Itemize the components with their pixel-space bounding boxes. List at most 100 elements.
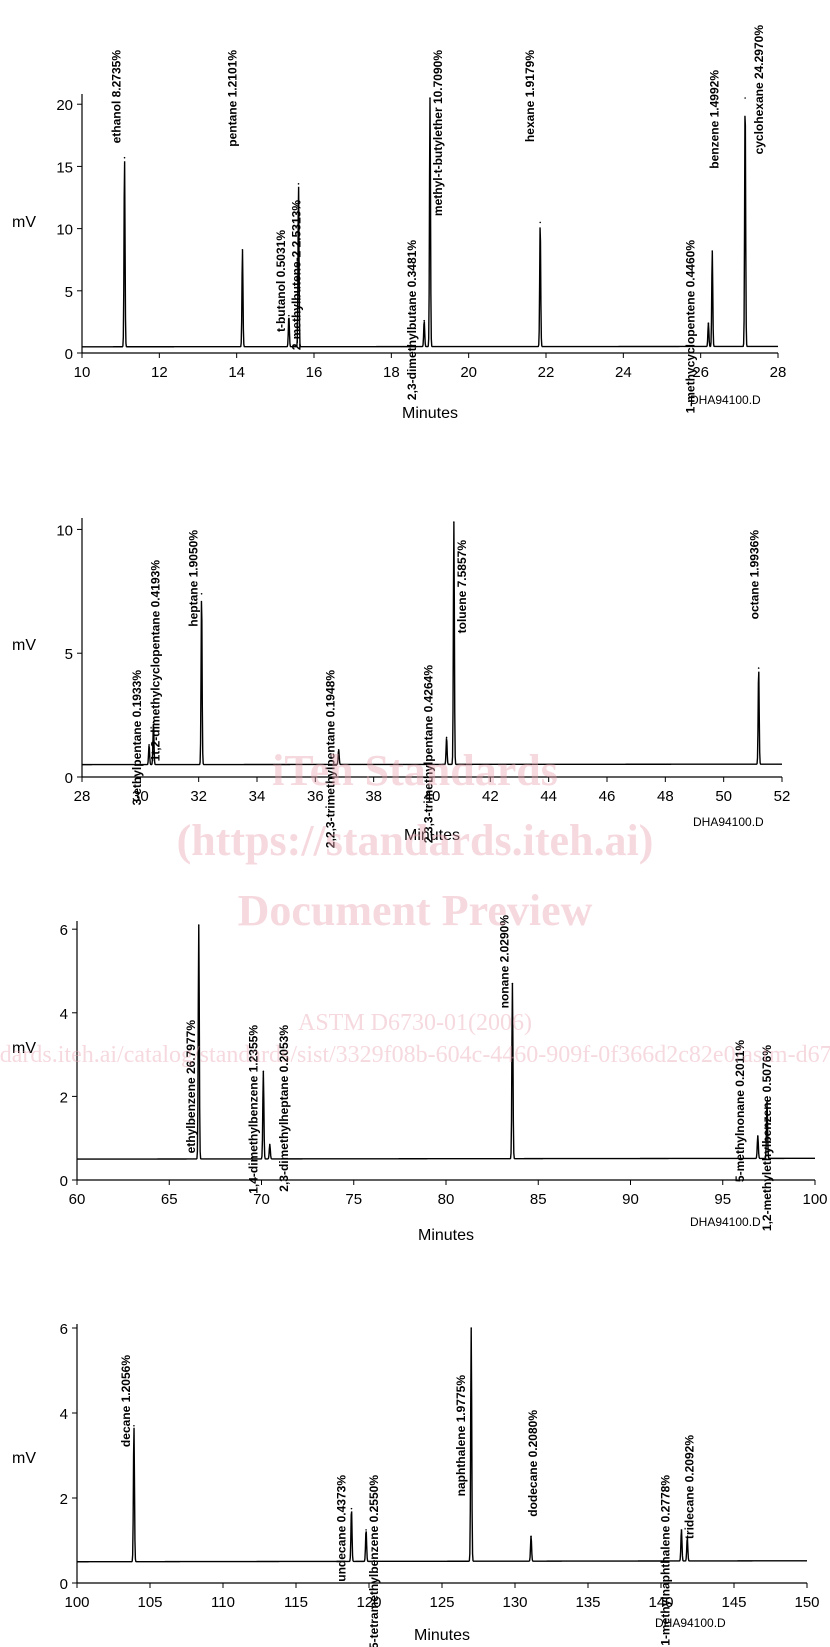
x-tick-label: 46 <box>599 788 616 805</box>
peak-label: 2,3,3-trimethylpentane 0.4264% <box>422 665 436 843</box>
peak-point <box>288 314 290 317</box>
x-tick-label: 10 <box>74 364 91 381</box>
y-tick-label: 4 <box>60 1406 68 1423</box>
peak-label: 1,2-methylethylbenzene 0.5076% <box>760 1045 774 1231</box>
y-tick-label: 0 <box>60 1576 68 1593</box>
x-tick-label: 32 <box>190 788 207 805</box>
x-tick-label: 100 <box>802 1191 827 1208</box>
x-tick-label: 18 <box>383 364 400 381</box>
peak-point <box>269 1143 271 1146</box>
x-tick-label: 20 <box>460 364 477 381</box>
peak-point <box>297 183 300 185</box>
peak-point <box>757 1135 759 1137</box>
x-axis-label: Minutes <box>404 827 460 844</box>
y-tick-label: 6 <box>60 922 68 939</box>
x-tick-label: 28 <box>74 788 91 805</box>
peak-point <box>511 982 514 985</box>
x-tick-label: 26 <box>692 364 709 381</box>
chromatogram-trace <box>77 1327 807 1563</box>
y-axis-label: mV <box>12 1450 36 1467</box>
peak-label: 2,2,3-trimethylpentane 0.1948% <box>324 670 338 848</box>
peak-label: 1,4-dimethylbenzene 1.2355% <box>246 1025 260 1194</box>
x-tick-label: 12 <box>151 364 168 381</box>
peak-label: toluene 7.5857% <box>455 540 469 634</box>
x-tick-label: 36 <box>307 788 324 805</box>
y-tick-label: 10 <box>56 522 73 539</box>
peak-label: 1-methylnaphthalene 0.2778% <box>658 1475 672 1646</box>
peak-label: 2-methylbutene-2 2.5313% <box>290 200 304 350</box>
peak-label: benzene 1.4992% <box>707 70 721 169</box>
peak-point <box>152 721 155 724</box>
peak-label: cyclohexane 24.2970% <box>752 25 766 155</box>
peak-label: methyl-t-butylether 10.7090% <box>431 50 445 216</box>
peak-label: pentane 1.2101% <box>226 50 240 147</box>
x-tick-label: 90 <box>622 1191 639 1208</box>
peak-point <box>350 1507 353 1510</box>
file-label: DHA94100.D <box>690 1215 761 1229</box>
chromatogram-trace <box>82 521 782 766</box>
peak-point <box>148 744 150 746</box>
x-tick-label: 16 <box>306 364 323 381</box>
x-tick-label: 145 <box>721 1594 746 1611</box>
y-tick-label: 0 <box>65 346 73 363</box>
x-tick-label: 110 <box>211 1594 235 1611</box>
x-tick-label: 95 <box>714 1191 731 1208</box>
peak-label: 5-methylnonane 0.2011% <box>733 1040 747 1182</box>
x-tick-label: 65 <box>161 1191 178 1208</box>
chromatogram-panel-2: 0 5 10 28 30 32 34 36 38 40 42 44 46 48 50 52 mV Minutes D… <box>12 518 790 848</box>
peak-point <box>337 748 340 751</box>
y-axis-label: mV <box>12 637 36 654</box>
file-label: DHA94100.D <box>690 393 761 407</box>
y-tick-label: 4 <box>60 1006 68 1023</box>
peak-point <box>133 1424 135 1427</box>
x-tick-label: 130 <box>502 1594 527 1611</box>
y-tick-label: 2 <box>60 1089 68 1106</box>
y-tick-label: 10 <box>56 222 73 239</box>
x-tick-label: 30 <box>132 788 149 805</box>
y-axis-label: mV <box>12 214 36 231</box>
peak-point <box>707 322 710 324</box>
y-tick-label: 0 <box>65 770 73 787</box>
peak-label: hexane 1.9179% <box>523 50 537 142</box>
peak-label: 1-methycyclopentene 0.4460% <box>683 240 697 414</box>
peak-label: decane 1.2056% <box>119 1355 133 1447</box>
x-tick-label: 60 <box>69 1191 86 1208</box>
peak-point <box>530 1535 532 1538</box>
x-tick-label: 105 <box>137 1594 162 1611</box>
x-tick-label: 48 <box>657 788 674 805</box>
peak-point <box>241 248 244 251</box>
peak-point <box>686 1537 689 1540</box>
peak-point <box>365 1529 367 1531</box>
x-tick-label: 38 <box>365 788 382 805</box>
x-tick-label: 70 <box>253 1191 270 1208</box>
x-tick-label: 150 <box>794 1594 819 1611</box>
peak-label: 2,3-dimethylheptane 0.2053% <box>277 1025 291 1192</box>
peak-point <box>711 250 714 252</box>
peak-label: ethylbenzene 26.7977% <box>184 1020 198 1154</box>
peak-point <box>539 221 541 224</box>
peak-label: heptane 1.9050% <box>187 530 201 627</box>
x-tick-label: 42 <box>482 788 499 805</box>
x-tick-label: 115 <box>284 1594 308 1611</box>
x-tick-label: 34 <box>249 788 266 805</box>
y-tick-label: 2 <box>60 1491 68 1508</box>
x-tick-label: 80 <box>438 1191 455 1208</box>
peak-point <box>429 97 431 99</box>
x-tick-label: 40 <box>424 788 441 805</box>
peak-point <box>680 1529 683 1531</box>
x-tick-label: 22 <box>538 364 555 381</box>
peak-point <box>766 1101 768 1104</box>
peak-label: 1t,2-dimethylcyclopentane 0.4193% <box>149 560 163 762</box>
peak-label: t-butanol 0.5031% <box>274 230 288 332</box>
x-tick-label: 24 <box>615 364 632 381</box>
peak-point <box>470 1327 473 1329</box>
x-tick-label: 52 <box>774 788 791 805</box>
file-label: DHA94100.D <box>655 1616 726 1630</box>
x-tick-label: 85 <box>530 1191 547 1208</box>
y-axis-label: mV <box>12 1040 36 1057</box>
x-tick-label: 125 <box>429 1594 454 1611</box>
peak-point <box>197 924 200 926</box>
peak-label: 2,3-dimethylbutane 0.3481% <box>405 240 419 400</box>
peak-point <box>445 736 448 739</box>
